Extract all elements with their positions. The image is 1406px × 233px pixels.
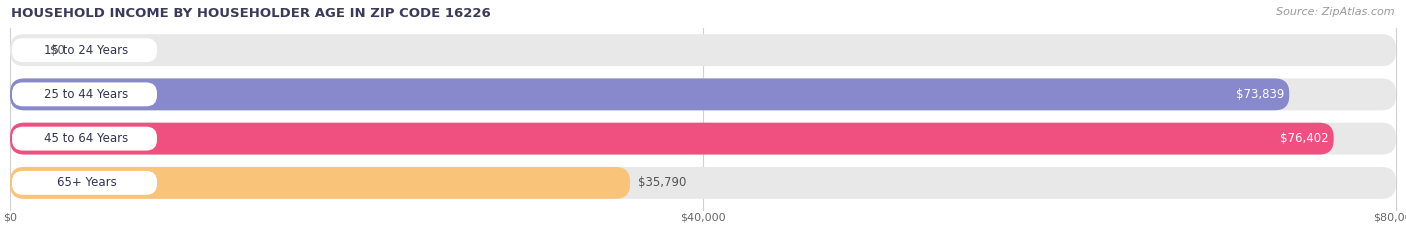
Text: $76,402: $76,402	[1279, 132, 1329, 145]
FancyBboxPatch shape	[13, 171, 157, 195]
Text: $73,839: $73,839	[1236, 88, 1284, 101]
FancyBboxPatch shape	[10, 79, 1396, 110]
Text: $80,000: $80,000	[1374, 213, 1406, 223]
FancyBboxPatch shape	[13, 38, 157, 62]
FancyBboxPatch shape	[10, 167, 1396, 199]
FancyBboxPatch shape	[10, 123, 1334, 154]
FancyBboxPatch shape	[10, 123, 1396, 154]
Text: $40,000: $40,000	[681, 213, 725, 223]
Text: $0: $0	[51, 44, 65, 57]
Text: 15 to 24 Years: 15 to 24 Years	[45, 44, 128, 57]
FancyBboxPatch shape	[10, 34, 1396, 66]
Text: HOUSEHOLD INCOME BY HOUSEHOLDER AGE IN ZIP CODE 16226: HOUSEHOLD INCOME BY HOUSEHOLDER AGE IN Z…	[11, 7, 491, 20]
FancyBboxPatch shape	[13, 127, 157, 151]
FancyBboxPatch shape	[13, 82, 157, 106]
Text: 65+ Years: 65+ Years	[56, 176, 117, 189]
Text: $35,790: $35,790	[638, 176, 686, 189]
FancyBboxPatch shape	[10, 167, 630, 199]
Text: 45 to 64 Years: 45 to 64 Years	[45, 132, 128, 145]
Text: Source: ZipAtlas.com: Source: ZipAtlas.com	[1277, 7, 1395, 17]
Text: $0: $0	[3, 213, 17, 223]
Text: 25 to 44 Years: 25 to 44 Years	[45, 88, 128, 101]
FancyBboxPatch shape	[10, 79, 1289, 110]
